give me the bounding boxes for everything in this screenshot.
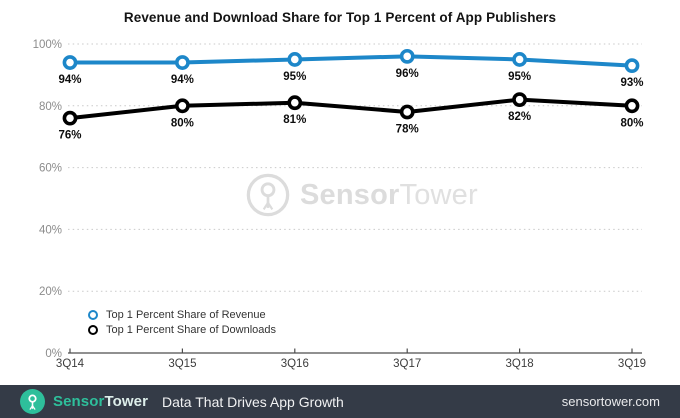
watermark-brand-bold: Sensor	[300, 178, 400, 211]
data-point[interactable]	[62, 55, 78, 70]
y-axis-tick-label: 20%	[39, 286, 62, 298]
chart-legend: Top 1 Percent Share of Revenue Top 1 Per…	[88, 308, 276, 337]
footer-banner: SensorTower Data That Drives App Growth …	[0, 385, 680, 418]
revenue-series-marker-icon	[88, 310, 98, 320]
data-point[interactable]	[174, 55, 190, 70]
watermark-brand-light: Tower	[399, 178, 478, 211]
legend-item-downloads[interactable]: Top 1 Percent Share of Downloads	[88, 323, 276, 337]
footer-brand-bold: Sensor	[53, 393, 105, 410]
data-point[interactable]	[512, 52, 527, 67]
y-axis-tick-label: 80%	[39, 101, 62, 113]
data-point[interactable]	[624, 98, 640, 114]
chart-title: Revenue and Download Share for Top 1 Per…	[123, 10, 557, 25]
data-point-label: 95%	[283, 71, 306, 83]
legend-label-downloads: Top 1 Percent Share of Downloads	[106, 324, 276, 336]
data-point[interactable]	[512, 92, 527, 108]
data-point-label: 96%	[396, 68, 419, 80]
x-axis-tick-label: 3Q15	[168, 358, 196, 370]
sensortower-logo-icon	[246, 173, 290, 217]
legend-label-revenue: Top 1 Percent Share of Revenue	[106, 309, 266, 321]
x-axis-tick-label: 3Q17	[393, 358, 421, 370]
watermark: SensorTower	[245, 172, 478, 218]
data-point[interactable]	[399, 48, 415, 64]
data-point-label: 82%	[508, 111, 531, 123]
data-point-label: 93%	[620, 77, 643, 89]
data-point[interactable]	[287, 52, 303, 67]
line-chart: 0% 20% 40% 60% 80% 100% 3Q14 3Q15 3Q16 3Q17 3Q18 3Q…	[33, 39, 646, 370]
footer-domain-link: sensortower.com	[561, 394, 660, 409]
footer-brand-light: Tower	[104, 393, 149, 410]
y-axis-tick-label: 0%	[45, 348, 62, 360]
data-point-label: 76%	[58, 130, 81, 142]
data-point[interactable]	[399, 104, 415, 120]
x-axis-tick-label: 3Q18	[506, 358, 534, 370]
data-point-label: 94%	[171, 74, 194, 86]
series-line	[68, 97, 634, 121]
series-line	[68, 54, 634, 68]
x-axis-tick-label: 3Q14	[56, 358, 85, 370]
footer-wordmark: SensorTower	[53, 393, 148, 410]
data-point-label: 95%	[508, 71, 531, 83]
data-point-label: 80%	[620, 117, 643, 129]
legend-item-revenue[interactable]: Top 1 Percent Share of Revenue	[88, 308, 276, 322]
y-axis-tick-label: 40%	[39, 224, 62, 236]
data-point-label: 78%	[396, 123, 419, 135]
watermark-wordmark: SensorTower	[300, 179, 478, 212]
data-point-label: 80%	[171, 117, 194, 129]
data-point[interactable]	[174, 98, 190, 114]
data-point[interactable]	[624, 58, 640, 74]
data-point[interactable]	[287, 95, 303, 111]
data-point[interactable]	[62, 110, 78, 126]
data-point-label: 94%	[58, 74, 81, 86]
x-axis-tick-label: 3Q19	[618, 358, 646, 370]
footer-tagline: Data That Drives App Growth	[162, 393, 344, 410]
data-point-label: 81%	[283, 114, 306, 126]
sensortower-footer-logo-icon	[20, 389, 45, 414]
y-axis-tick-label: 100%	[33, 39, 62, 51]
y-axis-tick-label: 60%	[39, 163, 62, 175]
downloads-series-marker-icon	[88, 325, 98, 335]
x-axis-tick-label: 3Q16	[281, 358, 309, 370]
